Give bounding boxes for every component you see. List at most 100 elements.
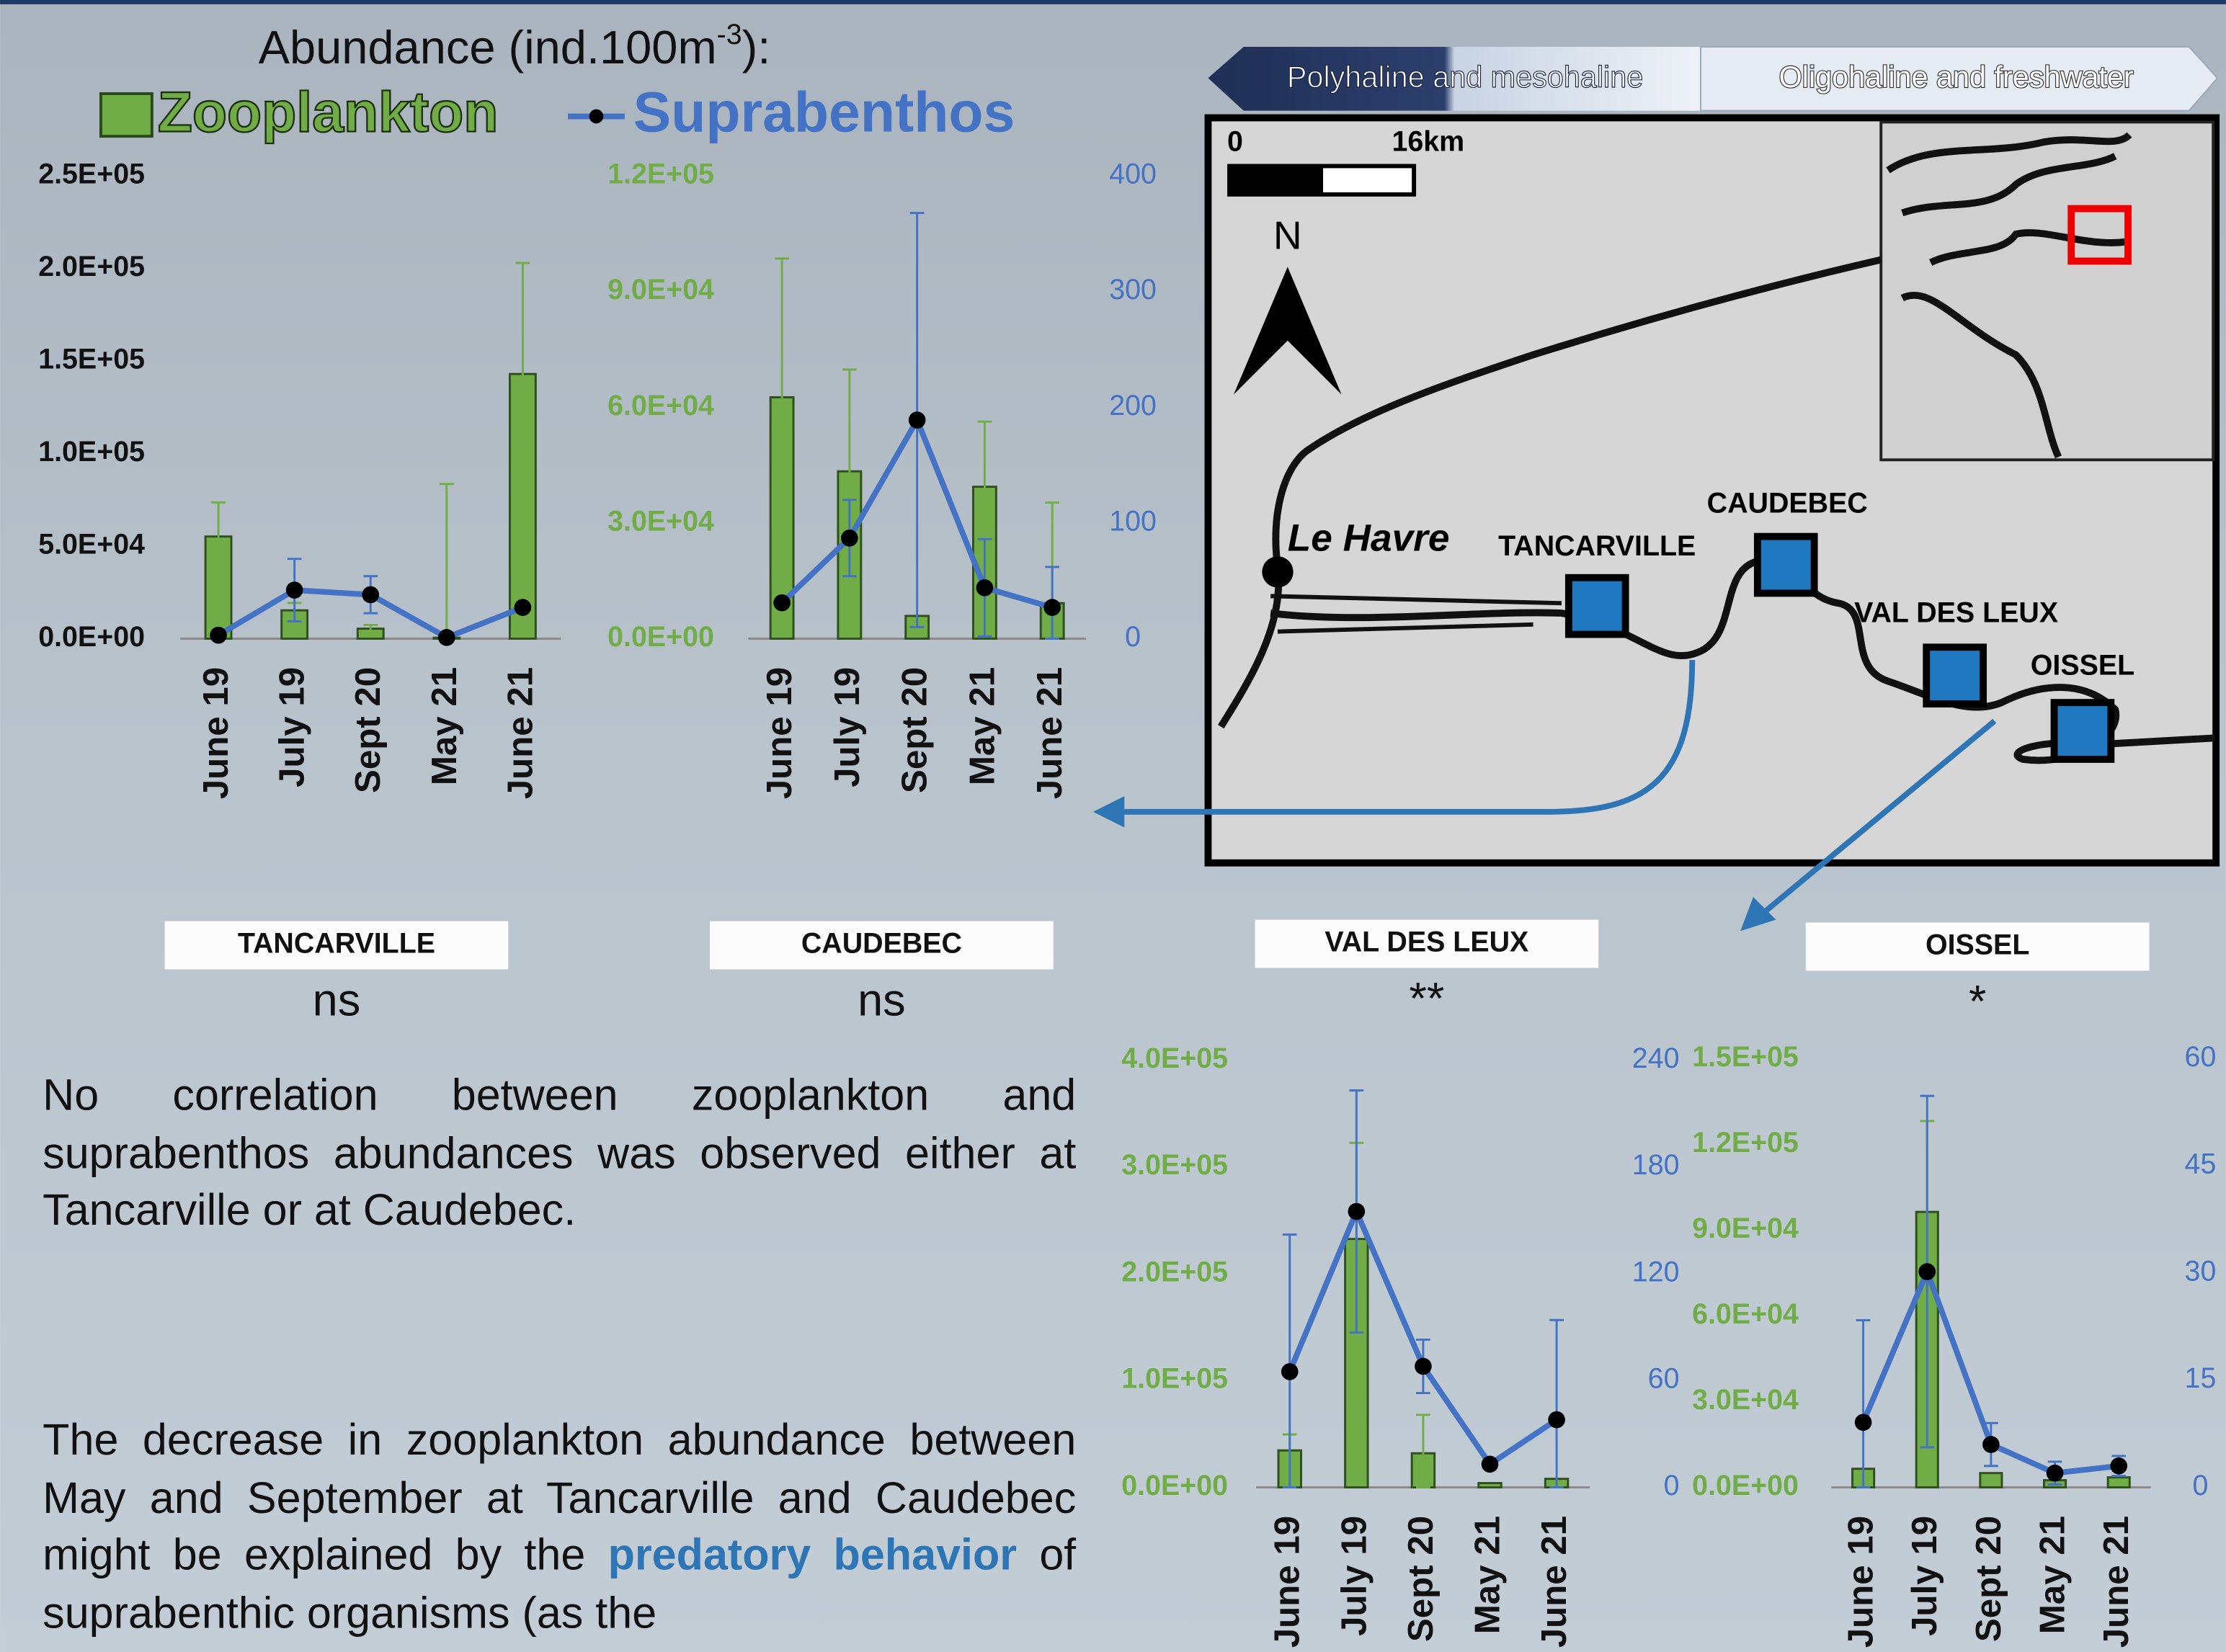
paragraph: No correlation between zooplankton and s… <box>43 1070 1077 1235</box>
point <box>773 594 791 612</box>
x-tick-label: May 21 <box>1468 1516 1508 1634</box>
chart-title: VAL DES LEUX <box>1325 926 1528 957</box>
x-tick-label: June 21 <box>500 667 540 799</box>
y2-tick-label: 180 <box>1632 1149 1680 1181</box>
arrow-head <box>1092 796 1125 828</box>
paragraph-box: No correlation between zooplankton and s… <box>43 1070 1077 1235</box>
x-tick-label: Sept 20 <box>1969 1516 2008 1642</box>
chart-title: OISSEL <box>1926 929 2029 960</box>
title-sup: -3 <box>717 19 742 51</box>
point <box>1982 1436 2000 1453</box>
point <box>908 411 926 429</box>
point <box>1854 1414 1872 1432</box>
annotation: ns <box>858 975 906 1025</box>
x-tick-label: Sept 20 <box>348 667 388 793</box>
point <box>841 529 858 547</box>
y-tick-label: 4.0E+05 <box>1121 1042 1228 1074</box>
title-box <box>1805 922 2150 971</box>
y2-tick-label: 60 <box>1648 1363 1680 1395</box>
bar <box>1477 1482 1502 1488</box>
y-tick-label: 6.0E+04 <box>607 390 714 421</box>
y2-tick-label: 240 <box>1632 1042 1680 1074</box>
title-start: Abundance (ind.100m <box>259 21 717 73</box>
scale-end: 16km <box>1392 125 1464 157</box>
x-tick-label: July 19 <box>1334 1516 1374 1636</box>
point <box>210 626 227 644</box>
x-tick-label: July 19 <box>272 667 312 787</box>
point <box>1415 1357 1432 1375</box>
x-tick-label: July 19 <box>1905 1516 1944 1636</box>
point <box>2046 1464 2064 1482</box>
arrow <box>1121 660 1696 815</box>
banner-left-label: Polyhaline and mesohaline <box>1287 61 1643 94</box>
y2-tick-label: 400 <box>1109 158 1157 190</box>
y-tick-label: 9.0E+04 <box>1692 1213 1799 1244</box>
header-title: Abundance (ind.100m-3): <box>259 19 771 73</box>
y-tick-label: 1.5E+05 <box>1692 1041 1799 1073</box>
site-label: OISSEL <box>2031 649 2134 681</box>
y-tick-label: 2.0E+05 <box>1121 1256 1228 1287</box>
paragraph-text: of suprabenthic organisms (as the <box>43 1530 1077 1638</box>
y-tick-label: 5.0E+04 <box>38 528 145 560</box>
y2-tick-label: 60 <box>2185 1041 2217 1073</box>
site-label: VAL DES LEUX <box>1854 597 2058 628</box>
banner-left <box>1208 47 1701 111</box>
estuary-bank <box>1270 594 1562 634</box>
y-tick-label: 3.0E+04 <box>1692 1384 1799 1416</box>
y2-tick-label: 0 <box>2193 1470 2209 1501</box>
x-tick-label: May 21 <box>962 667 1002 785</box>
site-marker <box>2050 699 2115 763</box>
y-tick-label: 2.0E+05 <box>38 251 145 282</box>
title-box <box>710 921 1054 970</box>
point <box>976 579 994 597</box>
y-tick-label: 1.5E+05 <box>38 344 145 375</box>
legend-marker <box>589 109 604 124</box>
point <box>1281 1363 1299 1380</box>
x-tick-label: June 19 <box>760 667 799 799</box>
inset-map <box>1879 120 2215 462</box>
legend-label: Zooplankton <box>158 80 499 143</box>
bar <box>2106 1476 2131 1488</box>
point <box>437 629 455 646</box>
y-tick-label: 9.0E+04 <box>607 274 714 305</box>
arrow <box>1758 718 1997 918</box>
point <box>285 581 303 599</box>
annotation: ns <box>313 975 361 1025</box>
x-tick-label: May 21 <box>424 667 464 785</box>
chart-title: TANCARVILLE <box>238 927 435 959</box>
y-tick-label: 1.2E+05 <box>1692 1127 1799 1158</box>
banner-right <box>1700 46 2219 112</box>
north-arrow <box>1233 267 1342 395</box>
point <box>362 586 380 604</box>
point <box>1348 1202 1366 1220</box>
y-tick-label: 0.0E+00 <box>1121 1470 1228 1501</box>
site-marker <box>1564 573 1629 638</box>
x-tick-label: July 19 <box>827 667 867 787</box>
title-end: ): <box>742 21 771 73</box>
paragraph: The decrease in zooplankton abundance be… <box>43 1412 1076 1642</box>
site-label: TANCARVILLE <box>1498 530 1696 562</box>
highlight: predatory behavior <box>607 1530 1018 1580</box>
point <box>514 599 532 616</box>
y2-tick-label: 15 <box>2185 1362 2217 1394</box>
legend-label: Suprabenthos <box>633 80 1015 143</box>
x-tick-label: May 21 <box>2033 1516 2073 1634</box>
title-box <box>1255 919 1599 968</box>
inset-coast <box>1886 132 2132 459</box>
y2-tick-label: 300 <box>1109 274 1157 305</box>
y2-tick-label: 30 <box>2185 1255 2217 1287</box>
top-border <box>0 0 2226 4</box>
y-tick-label: 0.0E+00 <box>1692 1470 1799 1501</box>
x-tick-label: Sept 20 <box>1401 1516 1441 1642</box>
city-dot <box>1262 556 1294 588</box>
banner-right-label: Oligohaline and freshwater <box>1779 61 2134 94</box>
bar <box>1979 1472 2003 1488</box>
x-tick-label: June 19 <box>1841 1516 1881 1648</box>
y2-tick-label: 0 <box>1125 621 1141 653</box>
y-tick-label: 6.0E+04 <box>1692 1298 1799 1330</box>
y-tick-label: 0.0E+00 <box>607 621 714 653</box>
city-label: Le Havre <box>1288 517 1450 560</box>
paragraph-text: The decrease in zooplankton abundance be… <box>43 1415 1077 1580</box>
